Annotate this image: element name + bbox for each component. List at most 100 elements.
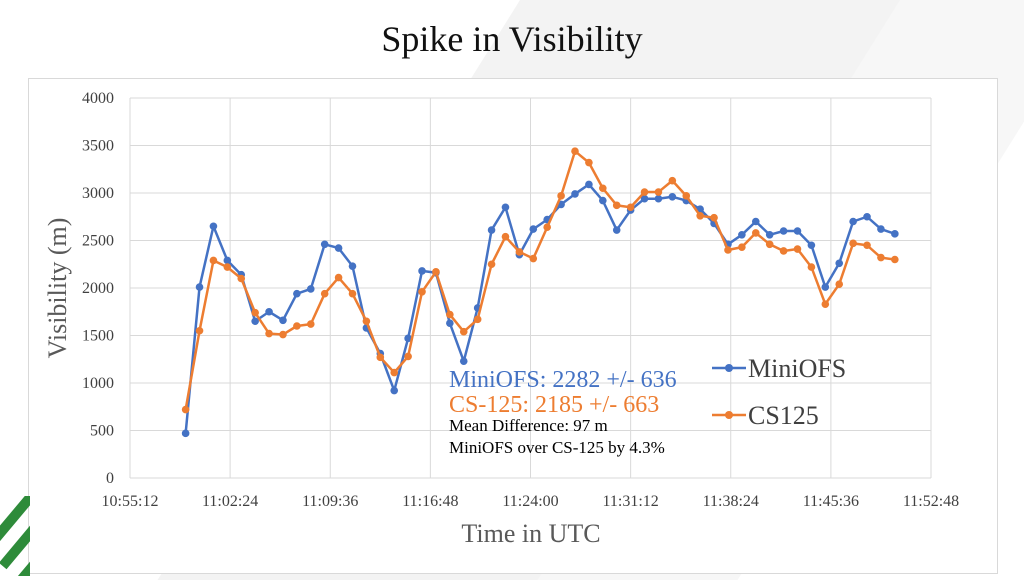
mean-difference-text: Mean Difference: 97 m bbox=[449, 416, 608, 435]
data-point bbox=[265, 307, 273, 316]
data-point bbox=[195, 326, 204, 335]
data-point bbox=[279, 316, 287, 325]
data-point bbox=[501, 232, 510, 241]
data-point bbox=[835, 280, 844, 289]
data-point bbox=[807, 263, 816, 271]
data-point bbox=[696, 212, 704, 220]
data-point bbox=[334, 273, 343, 282]
data-point bbox=[362, 317, 371, 326]
data-point bbox=[571, 147, 579, 155]
grid-lines bbox=[129, 97, 932, 479]
data-point bbox=[654, 194, 663, 203]
data-point bbox=[195, 283, 204, 291]
over-percentage-text: MiniOFS over CS-125 by 4.3% bbox=[449, 438, 665, 457]
data-point bbox=[473, 315, 482, 324]
data-point bbox=[654, 188, 663, 196]
cs125-stat-text: CS-125: 2185 +/- 663 bbox=[449, 392, 659, 418]
data-point bbox=[557, 192, 565, 200]
x-tick-label: 11:45:36 bbox=[803, 493, 859, 510]
legend-marker-cs125 bbox=[725, 411, 733, 419]
data-point bbox=[279, 330, 287, 339]
data-point bbox=[891, 255, 899, 264]
data-point bbox=[751, 229, 760, 237]
y-axis-title: Visibility (m) bbox=[43, 218, 72, 359]
y-tick-label: 3000 bbox=[82, 185, 114, 202]
legend: MiniOFS CS125 bbox=[712, 354, 846, 430]
data-point bbox=[446, 310, 454, 319]
data-point bbox=[293, 289, 301, 298]
data-point bbox=[626, 203, 635, 212]
data-point bbox=[390, 368, 399, 377]
x-tick-label: 11:02:24 bbox=[202, 493, 258, 510]
data-point bbox=[209, 256, 218, 265]
statistics-annotation: MiniOFS: 2282 +/- 636 CS-125: 2185 +/- 6… bbox=[449, 367, 677, 457]
data-point bbox=[529, 254, 538, 263]
y-tick-label: 2000 bbox=[82, 280, 114, 297]
data-point bbox=[585, 180, 593, 189]
y-tick-label: 500 bbox=[90, 423, 114, 440]
x-tick-label: 11:31:12 bbox=[602, 493, 658, 510]
data-point bbox=[459, 357, 468, 365]
data-point bbox=[571, 190, 579, 198]
data-point bbox=[543, 223, 551, 231]
series-layer bbox=[181, 147, 899, 438]
data-point bbox=[640, 188, 649, 196]
data-point bbox=[487, 260, 496, 269]
data-point bbox=[779, 247, 788, 255]
data-point bbox=[835, 259, 844, 268]
data-point bbox=[404, 334, 412, 343]
data-point bbox=[668, 193, 677, 201]
legend-marker-miniofs bbox=[725, 364, 733, 372]
data-point bbox=[849, 217, 857, 226]
slide-title: Spike in Visibility bbox=[381, 19, 643, 59]
data-point bbox=[320, 240, 329, 249]
x-axis-title: Time in UTC bbox=[461, 519, 600, 548]
data-point bbox=[765, 240, 774, 249]
data-point bbox=[181, 405, 190, 414]
data-point bbox=[779, 227, 788, 235]
data-point bbox=[348, 289, 357, 298]
data-point bbox=[418, 267, 426, 275]
data-point bbox=[849, 239, 857, 248]
data-point bbox=[807, 241, 816, 250]
data-point bbox=[306, 320, 315, 328]
data-point bbox=[751, 217, 760, 226]
x-axis-ticks: 10:55:12 11:02:24 11:09:36 11:16:48 11:24:00… bbox=[102, 493, 960, 510]
data-point bbox=[765, 231, 774, 239]
x-tick-label: 11:09:36 bbox=[302, 493, 358, 510]
data-point bbox=[293, 322, 301, 330]
data-point bbox=[334, 244, 343, 252]
data-point bbox=[223, 263, 232, 271]
data-point bbox=[793, 227, 802, 235]
data-point bbox=[863, 241, 871, 250]
series-miniofs bbox=[181, 180, 899, 438]
series-cs125 bbox=[181, 147, 899, 414]
data-point bbox=[487, 226, 496, 234]
data-point bbox=[501, 203, 510, 212]
data-point bbox=[181, 429, 190, 438]
data-point bbox=[738, 231, 746, 239]
series-line bbox=[184, 149, 896, 410]
data-point bbox=[863, 212, 871, 221]
data-point bbox=[390, 386, 399, 395]
legend-label-miniofs: MiniOFS bbox=[748, 354, 846, 383]
y-tick-label: 4000 bbox=[82, 90, 114, 107]
legend-label-cs125: CS125 bbox=[748, 401, 819, 430]
y-tick-label: 1500 bbox=[82, 328, 114, 345]
data-point bbox=[404, 352, 412, 361]
x-tick-label: 11:38:24 bbox=[703, 493, 759, 510]
data-point bbox=[209, 222, 218, 231]
x-tick-label: 11:16:48 bbox=[402, 493, 458, 510]
data-point bbox=[793, 245, 802, 253]
data-point bbox=[446, 319, 454, 327]
data-point bbox=[612, 201, 621, 210]
y-tick-label: 3500 bbox=[82, 138, 114, 155]
y-tick-label: 0 bbox=[106, 470, 114, 487]
data-point bbox=[306, 285, 315, 293]
data-point bbox=[877, 253, 885, 262]
x-tick-label: 10:55:12 bbox=[102, 493, 159, 510]
series-line bbox=[184, 183, 896, 434]
data-point bbox=[251, 317, 259, 326]
data-point bbox=[418, 288, 426, 296]
